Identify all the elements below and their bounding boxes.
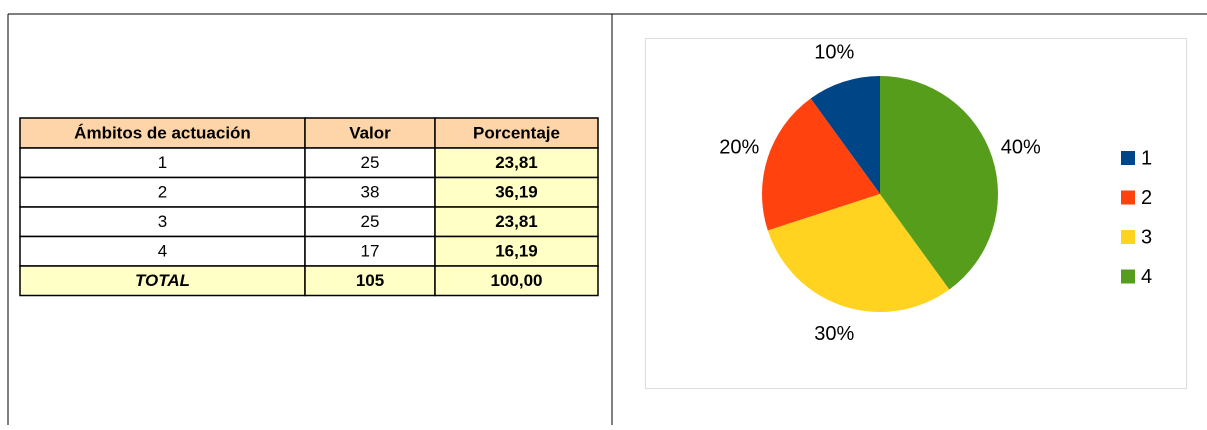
table-cell (19, 265, 306, 297)
pie-slice (767, 194, 950, 312)
cell-text: 23,81 (495, 153, 538, 172)
cell-text: 4 (158, 242, 167, 261)
cell-text: 1 (158, 153, 167, 172)
legend-swatch (1121, 151, 1135, 165)
legend-label: 1 (1141, 147, 1152, 169)
legend-swatch (1121, 190, 1135, 205)
cell-text: 25 (361, 212, 380, 231)
slice-label: 20% (719, 137, 759, 159)
legend-label: 3 (1141, 226, 1152, 248)
cell-text: 36,19 (495, 183, 538, 202)
cell-text: 100,00 (491, 271, 543, 290)
pie-slice (810, 76, 880, 194)
table-cell (304, 206, 436, 238)
column-header: Porcentaje (473, 123, 560, 142)
column-header: Ámbitos de actuación (74, 123, 251, 142)
cell-text: 105 (356, 271, 384, 290)
cell-text: 38 (361, 183, 380, 202)
slice-label: 10% (814, 42, 854, 64)
cell-text: 23,81 (495, 212, 538, 231)
cell-text: 2 (158, 183, 167, 202)
cell-text: TOTAL (135, 271, 190, 290)
pie-slice (762, 98, 880, 231)
legend-swatch (1121, 230, 1135, 244)
cell-text: 3 (158, 212, 167, 231)
table-cell (304, 265, 436, 297)
legend-swatch (1121, 269, 1135, 284)
table-cell (434, 147, 599, 179)
table-cell (304, 176, 436, 208)
table-cell (434, 206, 599, 238)
table-cell (19, 235, 306, 267)
table-cell (434, 265, 599, 297)
cell-text: 25 (361, 153, 380, 172)
table-cell (434, 235, 599, 267)
pie-slice (880, 76, 998, 290)
pie-chart: 10% 20% 30% 40% 1 2 3 4 (719, 42, 1152, 346)
slice-label: 40% (1001, 137, 1041, 159)
table-cell (304, 117, 436, 149)
legend-label: 4 (1141, 266, 1152, 288)
legend-label: 2 (1141, 187, 1152, 209)
table-cell (434, 176, 599, 208)
cell-text: 16,19 (495, 242, 538, 261)
column-header: Valor (349, 123, 391, 142)
table-cell (19, 117, 306, 149)
cell-text: 17 (361, 242, 380, 261)
table-cell (304, 235, 436, 267)
slice-label: 30% (814, 323, 854, 345)
table-cell (19, 176, 306, 208)
